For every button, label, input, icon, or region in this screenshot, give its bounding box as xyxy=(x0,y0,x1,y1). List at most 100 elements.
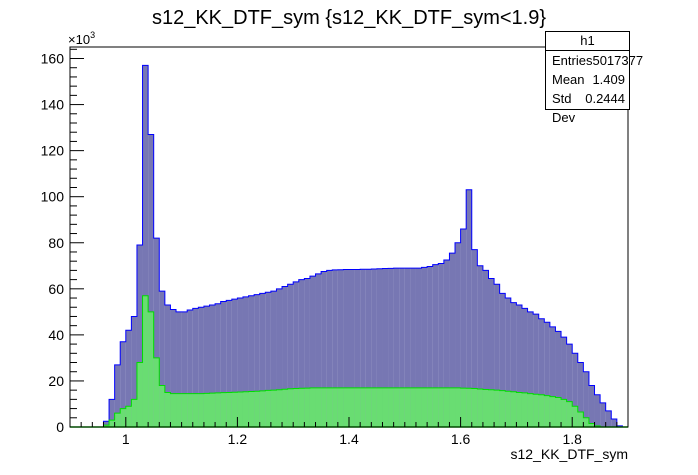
histogram-bar-overlay xyxy=(282,389,288,427)
histogram-bar xyxy=(226,300,232,427)
x-tick-label: 1.8 xyxy=(562,431,582,447)
histogram-bar xyxy=(270,291,277,427)
histogram-bar-overlay xyxy=(176,393,182,427)
histogram-bar xyxy=(153,238,160,427)
histogram-bar-overlay xyxy=(164,392,171,427)
histogram-bar xyxy=(566,344,573,427)
histogram-bar xyxy=(371,269,377,427)
histogram-bar-overlay xyxy=(337,387,344,427)
histogram-bar-overlay xyxy=(538,394,545,427)
stats-row-stddev: Std Dev 0.2444 xyxy=(546,89,629,125)
histogram-bar xyxy=(477,265,483,427)
histogram-bar-overlay xyxy=(326,387,333,427)
histogram-bar xyxy=(443,260,450,427)
histogram-bar xyxy=(120,341,126,427)
histogram-bar xyxy=(321,271,327,427)
y-tick-label: 0 xyxy=(56,419,64,435)
histogram-bar-overlay xyxy=(125,406,132,427)
histogram-bar xyxy=(215,303,221,427)
y-tick-label: 20 xyxy=(48,373,64,389)
histogram-bar-overlay xyxy=(226,392,232,427)
histogram-bar-overlay xyxy=(376,387,383,427)
y-tick-label: 40 xyxy=(48,327,64,343)
y-exponent-label: ×103 xyxy=(68,30,95,47)
histogram-bar xyxy=(527,311,534,427)
histogram-bar-overlay xyxy=(494,390,500,427)
histogram-bar-overlay xyxy=(259,390,266,427)
histogram-bar-overlay xyxy=(148,311,154,427)
histogram-bar-overlay xyxy=(203,393,210,427)
histogram-bar-overlay xyxy=(276,389,283,427)
histogram-bar-overlay xyxy=(103,425,110,427)
histogram-bar-overlay xyxy=(192,393,199,427)
histogram-bar xyxy=(399,268,405,427)
histogram-bar xyxy=(410,268,416,427)
histogram-bar xyxy=(259,293,266,427)
histogram-bar xyxy=(466,189,472,427)
histogram-bar xyxy=(594,394,601,427)
histogram-bar xyxy=(293,281,299,427)
histogram-bar xyxy=(354,269,361,427)
histogram-bar-overlay xyxy=(482,389,489,427)
histogram-bar-overlay xyxy=(181,393,188,427)
stats-label: Entries xyxy=(552,53,593,68)
histogram-bar-overlay xyxy=(521,392,528,427)
histogram-bar xyxy=(282,286,288,427)
histogram-bar-overlay xyxy=(270,390,277,427)
histogram-bar xyxy=(588,385,595,427)
histogram-bar xyxy=(187,310,193,427)
histogram-bar-overlay xyxy=(443,387,450,427)
histogram-bar xyxy=(176,311,182,427)
histogram-bar-overlay xyxy=(343,387,349,427)
histogram-bar-overlay xyxy=(561,399,567,427)
histogram-bar-overlay xyxy=(421,387,428,427)
histogram-bar xyxy=(516,304,522,427)
histogram-bar-overlay xyxy=(131,399,137,427)
histogram-bar-overlay xyxy=(209,393,216,427)
histogram-bar-overlay xyxy=(460,388,467,427)
histogram-bar xyxy=(544,322,550,427)
histogram-bar-overlay xyxy=(382,387,389,427)
histogram-bar-overlay xyxy=(449,387,456,427)
histogram-bar xyxy=(349,269,355,427)
histogram-bar-overlay xyxy=(287,388,294,427)
histogram-bar-overlay xyxy=(399,387,405,427)
histogram-bar xyxy=(555,331,562,427)
histogram-bar xyxy=(600,402,606,427)
x-axis: 1 1.2 1.4 1.6 1.8 xyxy=(69,417,629,447)
histogram-bar-overlay xyxy=(198,393,204,427)
histogram-bar xyxy=(460,228,467,427)
histogram-bar-overlay xyxy=(466,388,472,427)
histogram-bar xyxy=(393,268,400,427)
histogram-bar xyxy=(332,269,338,427)
histogram-bar-overlay xyxy=(153,357,160,427)
histogram-bar xyxy=(494,284,500,427)
histogram-bar xyxy=(242,296,249,427)
stats-label: Std Dev xyxy=(552,91,576,125)
histogram-bar-overlay xyxy=(415,387,422,427)
y-tick-label: 120 xyxy=(41,143,65,159)
histogram-bar xyxy=(136,245,143,427)
histogram-bar xyxy=(438,263,444,427)
histogram-bar xyxy=(309,276,316,427)
histogram-bar-overlay xyxy=(231,392,238,427)
stats-value: 0.2444 xyxy=(585,91,625,106)
histogram-bar xyxy=(304,278,310,427)
histogram-bar-overlay xyxy=(187,393,193,427)
histogram-bar xyxy=(265,292,271,427)
x-axis-label: s12_KK_DTF_sym xyxy=(511,446,628,462)
histogram-bar-overlay xyxy=(254,391,260,427)
histogram-bar-overlay xyxy=(349,387,355,427)
histogram-bar xyxy=(404,268,411,427)
histogram-bar xyxy=(231,299,238,427)
histogram-bar-overlay xyxy=(215,392,221,427)
histogram-bar-overlay xyxy=(114,413,121,427)
histogram-bar-overlay xyxy=(309,387,316,427)
histogram-bar-overlay xyxy=(438,387,444,427)
histogram-bar xyxy=(521,308,528,427)
histogram-bar-overlay xyxy=(488,389,495,427)
histogram-bar-overlay xyxy=(588,423,595,427)
histogram-bar xyxy=(170,309,177,427)
histogram-bar xyxy=(298,279,305,427)
histogram-bar xyxy=(482,270,489,427)
